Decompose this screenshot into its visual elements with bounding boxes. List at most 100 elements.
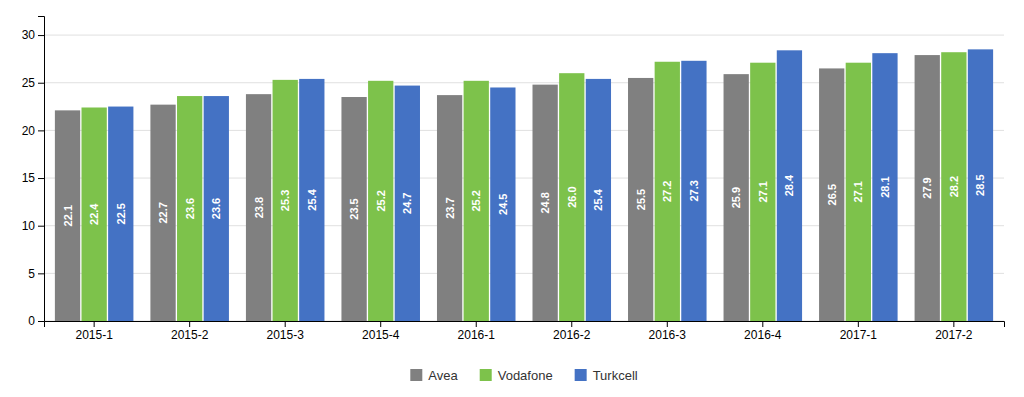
data-label: 27.2 <box>661 181 673 202</box>
bar <box>681 61 706 321</box>
y-tick-mark <box>38 83 44 84</box>
bar <box>437 95 462 321</box>
data-label: 24.5 <box>497 194 509 215</box>
bar <box>55 110 80 321</box>
y-tick: 0 <box>28 314 44 328</box>
y-tick: 15 <box>22 171 44 185</box>
bar <box>341 97 366 321</box>
data-label: 23.5 <box>348 198 360 219</box>
x-tick-label: 2016-1 <box>458 328 496 342</box>
bar <box>532 85 557 321</box>
data-labels: 22.122.723.823.523.724.825.525.926.527.9… <box>62 174 987 226</box>
bar <box>777 50 802 321</box>
x-tick: 2017-1 <box>840 321 878 342</box>
bar-series <box>55 55 940 321</box>
x-tick-mark <box>380 321 381 327</box>
bar <box>968 49 993 321</box>
data-label: 22.1 <box>62 205 74 226</box>
legend-label: Avea <box>428 368 458 383</box>
y-tick-label: 15 <box>22 171 36 185</box>
x-tick-mark <box>762 321 763 327</box>
data-label: 27.1 <box>852 181 864 202</box>
x-tick-label: 2016-3 <box>649 328 687 342</box>
bar <box>819 68 844 321</box>
bar <box>490 87 515 321</box>
x-tick: 2017-2 <box>935 321 973 342</box>
data-label: 26.0 <box>566 186 578 207</box>
bar <box>82 108 107 322</box>
data-label: 27.9 <box>921 177 933 198</box>
bar <box>368 81 393 321</box>
bar <box>872 53 897 321</box>
bar <box>846 63 871 321</box>
x-tick: 2015-2 <box>171 321 209 342</box>
x-tick: 2016-4 <box>744 321 782 342</box>
data-label: 25.3 <box>279 190 291 211</box>
bar <box>395 86 420 321</box>
x-tick-label: 2015-2 <box>171 328 209 342</box>
x-tick-mark <box>189 321 190 327</box>
x-tick-mark <box>94 321 95 327</box>
legend-item: Vodafone <box>480 368 553 383</box>
x-tick: 2016-2 <box>553 321 591 342</box>
y-tick-mark <box>38 321 44 322</box>
legend-item: Avea <box>410 368 458 383</box>
chart: 22.122.723.823.523.724.825.525.926.527.9… <box>0 0 1024 397</box>
data-label: 22.4 <box>88 203 100 225</box>
y-tick-label: 10 <box>22 219 36 233</box>
legend-label: Vodafone <box>498 368 553 383</box>
x-tick-mark <box>667 321 668 327</box>
y-tick-label: 0 <box>28 314 35 328</box>
x-axis-line <box>45 322 1005 328</box>
x-tick-mark <box>285 321 286 327</box>
y-axis-line <box>38 17 45 322</box>
data-label: 28.5 <box>974 174 986 195</box>
x-axis: 2015-12015-22015-32015-42016-12016-22016… <box>45 321 1005 342</box>
x-tick-mark <box>571 321 572 327</box>
x-tick-label: 2017-1 <box>840 328 878 342</box>
y-tick: 25 <box>22 76 44 90</box>
legend-item: Turkcell <box>575 368 638 383</box>
bar <box>108 107 133 321</box>
data-label: 22.7 <box>157 202 169 223</box>
y-tick-label: 5 <box>28 267 35 281</box>
data-label: 25.2 <box>470 190 482 211</box>
y-axis: 0 5 10 15 20 25 30 <box>22 17 45 329</box>
data-label: 25.5 <box>635 189 647 210</box>
x-tick: 2016-1 <box>458 321 496 342</box>
y-tick-mark <box>38 35 44 36</box>
x-tick-label: 2016-2 <box>553 328 591 342</box>
y-tick-mark <box>38 273 44 274</box>
y-tick-mark <box>38 226 44 227</box>
data-label: 28.1 <box>879 176 891 197</box>
legend-label: Turkcell <box>593 368 638 383</box>
y-tick: 10 <box>22 219 44 233</box>
x-tick: 2015-1 <box>75 321 113 342</box>
bars <box>55 49 993 321</box>
bar <box>941 52 966 321</box>
bar-series <box>82 52 967 321</box>
x-tick-mark <box>858 321 859 327</box>
bar <box>586 79 611 321</box>
bar <box>177 96 202 321</box>
x-tick-mark <box>953 321 954 327</box>
y-tick: 5 <box>28 267 44 281</box>
bar <box>628 78 653 321</box>
bar-series <box>108 49 993 321</box>
legend-swatch <box>575 369 587 381</box>
x-tick: 2016-3 <box>649 321 687 342</box>
data-label: 28.4 <box>783 174 795 196</box>
x-tick-label: 2017-2 <box>935 328 973 342</box>
x-tick-label: 2015-1 <box>75 328 113 342</box>
bar <box>246 94 271 321</box>
grid-line <box>44 35 1004 36</box>
data-label: 25.9 <box>730 187 742 208</box>
bar <box>750 63 775 321</box>
y-tick-label: 30 <box>22 28 36 42</box>
x-tick: 2015-3 <box>267 321 305 342</box>
y-tick-label: 20 <box>22 124 36 138</box>
bar <box>299 79 324 321</box>
legend-swatch <box>480 369 492 381</box>
grid <box>44 35 1004 321</box>
data-label: 23.6 <box>210 198 222 219</box>
